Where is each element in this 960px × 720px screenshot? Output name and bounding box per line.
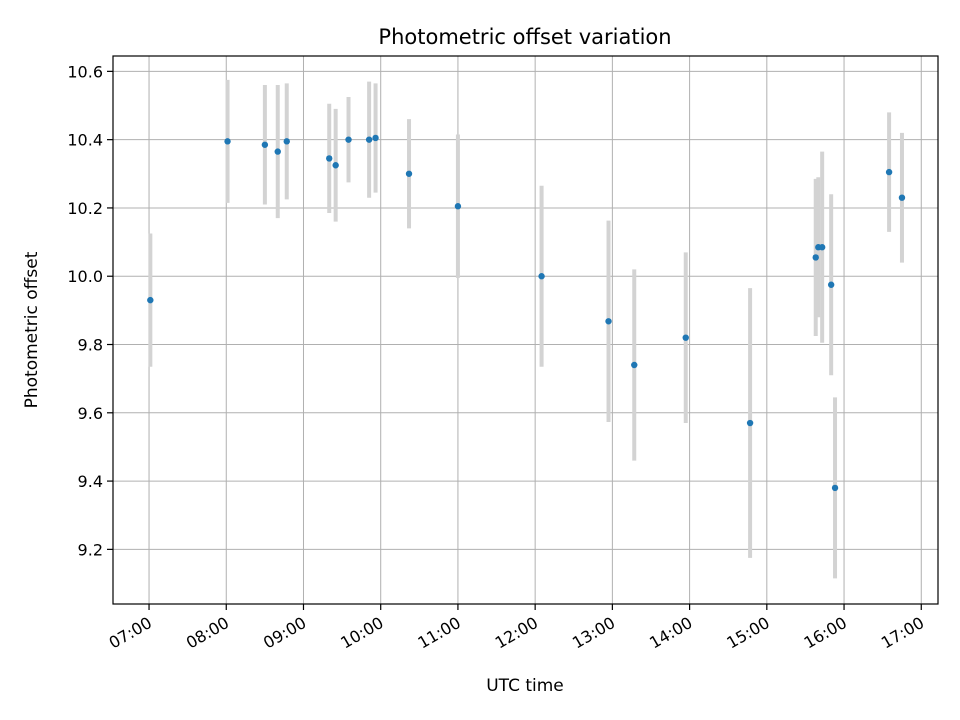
data-point xyxy=(885,168,893,176)
x-tick-label: 16:00 xyxy=(801,613,850,653)
x-tick-label: 08:00 xyxy=(183,613,232,653)
x-tick-label: 10:00 xyxy=(337,613,386,653)
data-point xyxy=(274,148,281,155)
data-point xyxy=(631,361,638,369)
data-point xyxy=(224,138,231,145)
data-point xyxy=(345,136,352,143)
x-tick-label: 17:00 xyxy=(878,613,927,653)
data-point xyxy=(831,484,839,492)
data-point xyxy=(147,296,154,304)
error-bars xyxy=(148,79,904,579)
data-point xyxy=(332,162,339,169)
data-point xyxy=(605,318,612,325)
data-point xyxy=(682,334,689,341)
y-tick-label: 9.4 xyxy=(78,472,103,491)
y-axis: 9.2 9.4 9.6 9.8 10.0 10.2 10.4 10.6 xyxy=(67,62,113,559)
x-tick-label: 12:00 xyxy=(492,613,541,653)
x-tick-label: 09:00 xyxy=(260,613,309,653)
y-tick-label: 10.0 xyxy=(67,267,103,286)
y-tick-label: 10.4 xyxy=(67,131,103,150)
x-tick-label: 11:00 xyxy=(414,613,463,653)
data-point xyxy=(372,134,379,142)
x-axis-title: UTC time xyxy=(486,676,564,696)
data-point xyxy=(746,419,754,427)
data-point xyxy=(827,281,835,288)
grid xyxy=(113,56,938,604)
y-tick-label: 10.2 xyxy=(67,199,103,218)
x-tick-label: 07:00 xyxy=(106,613,155,653)
data-point xyxy=(365,136,373,143)
chart-title: Photometric offset variation xyxy=(378,25,671,49)
y-tick-label: 10.6 xyxy=(67,62,103,81)
data-point xyxy=(818,244,826,251)
data-point xyxy=(405,170,413,177)
data-point xyxy=(261,141,269,148)
x-tick-label: 14:00 xyxy=(646,613,695,653)
y-tick-label: 9.6 xyxy=(78,404,103,423)
x-axis: 07:00 08:00 09:00 10:00 11:00 12:00 13:00 14:00… xyxy=(106,604,927,653)
data-point xyxy=(538,273,545,280)
plot-frame xyxy=(112,55,939,605)
y-tick-label: 9.8 xyxy=(78,336,103,355)
x-tick-label: 15:00 xyxy=(723,613,772,653)
data-point xyxy=(812,254,819,261)
data-points xyxy=(147,134,906,492)
y-tick-label: 9.2 xyxy=(78,540,103,559)
x-tick-label: 13:00 xyxy=(569,613,618,653)
data-point xyxy=(326,155,333,162)
y-axis-title: Photometric offset xyxy=(22,251,42,408)
data-point xyxy=(454,203,462,210)
data-point xyxy=(283,138,290,145)
data-point xyxy=(898,194,906,201)
